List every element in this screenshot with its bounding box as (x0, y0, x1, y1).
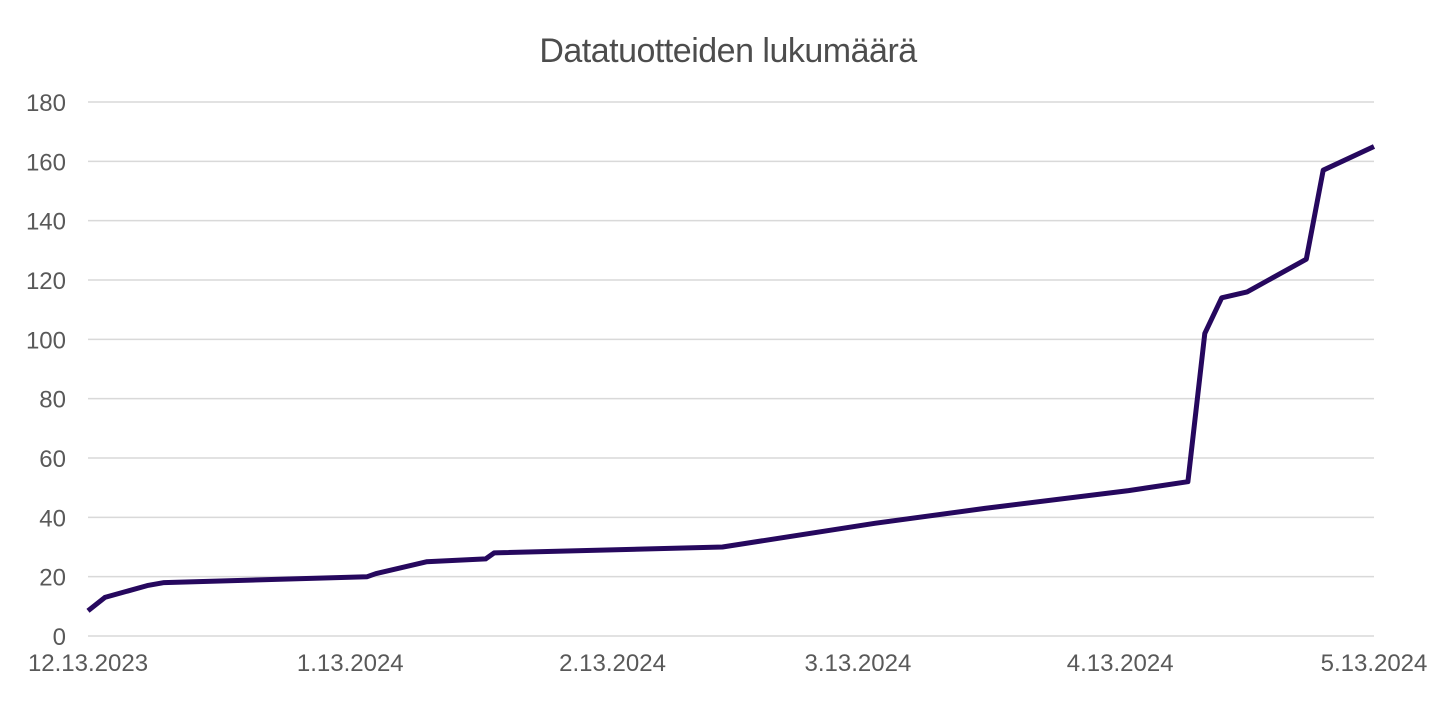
y-tick-label: 20 (39, 565, 66, 592)
data-series-line (86, 144, 1376, 613)
y-tick-label: 80 (39, 387, 66, 414)
gridlines (88, 101, 1374, 637)
y-tick-label: 40 (39, 505, 66, 532)
y-axis-labels: 0 20 40 60 80 100 120 140 160 180 (26, 90, 66, 651)
y-tick-label: 120 (26, 268, 66, 295)
chart-title: Datatuotteiden lukumäärä (539, 32, 917, 70)
y-tick-label: 100 (26, 327, 66, 354)
x-axis-labels: 12.13.2023 1.13.2024 2.13.2024 3.13.2024 4.1… (28, 650, 1427, 677)
x-tick-label: 2.13.2024 (559, 650, 666, 677)
y-tick-label: 160 (26, 149, 66, 176)
x-tick-label: 5.13.2024 (1321, 650, 1428, 677)
x-tick-label: 3.13.2024 (805, 650, 912, 677)
y-tick-label: 0 (53, 624, 66, 651)
x-tick-label: 1.13.2024 (297, 650, 404, 677)
x-tick-label: 4.13.2024 (1067, 650, 1174, 677)
y-tick-label: 140 (26, 209, 66, 236)
y-tick-label: 180 (26, 90, 66, 117)
y-tick-label: 60 (39, 446, 66, 473)
x-tick-label: 12.13.2023 (28, 650, 148, 677)
